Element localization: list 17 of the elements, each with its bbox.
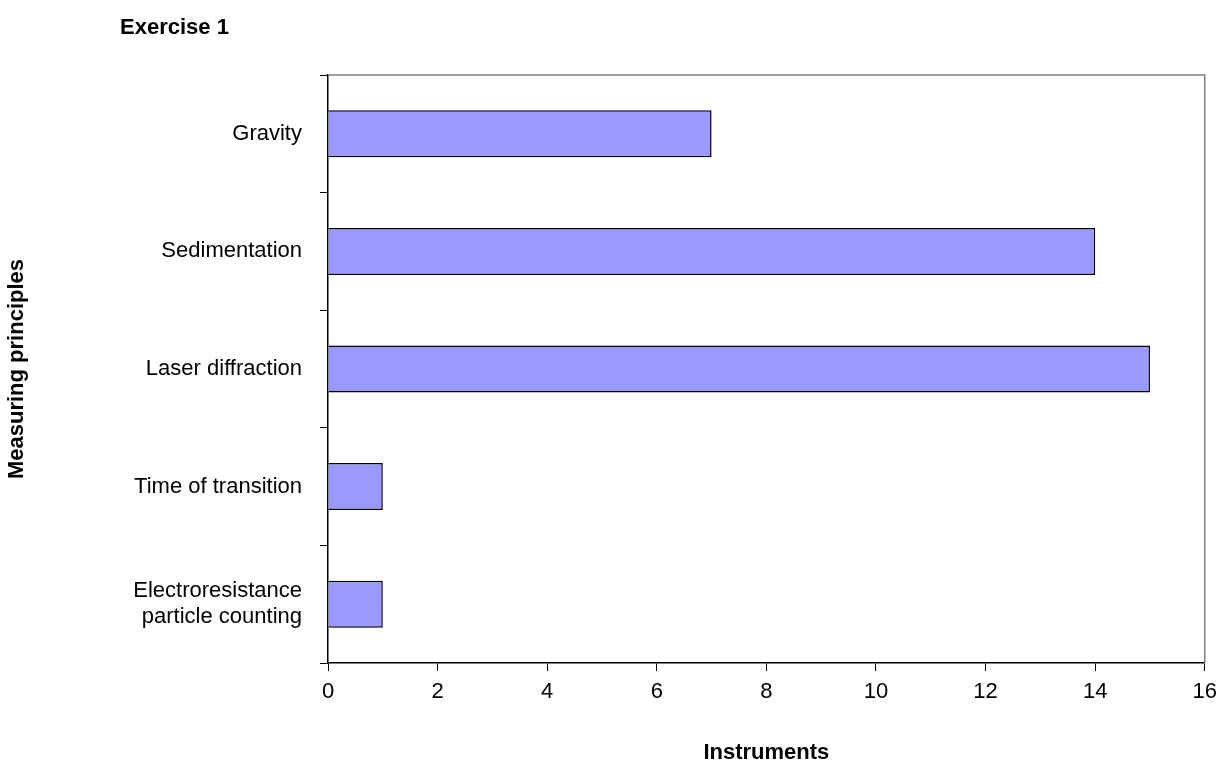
x-axis-title: Instruments xyxy=(703,738,830,764)
x-tick-label: 12 xyxy=(973,678,998,704)
x-tick-label: 16 xyxy=(1192,678,1218,704)
y-axis-title: Measuring principles xyxy=(3,258,29,480)
y-tick-label: Sedimentation xyxy=(161,237,302,263)
x-tick-label: 14 xyxy=(1082,678,1108,704)
x-tick-label: 8 xyxy=(760,678,773,704)
y-tick-label: Gravity xyxy=(232,119,302,145)
x-tick-label: 0 xyxy=(321,678,335,704)
x-tick-label: 4 xyxy=(541,678,554,704)
x-tick-label: 6 xyxy=(650,678,663,704)
x-tick-label: 2 xyxy=(431,678,444,704)
y-tick-label: Electroresistance particle counting xyxy=(133,577,302,629)
x-tick-label: 10 xyxy=(863,678,889,704)
chart-title: Exercise 1 xyxy=(120,14,229,40)
y-tick-label: Laser diffraction xyxy=(145,355,302,381)
y-tick-label: Time of transition xyxy=(134,472,302,498)
